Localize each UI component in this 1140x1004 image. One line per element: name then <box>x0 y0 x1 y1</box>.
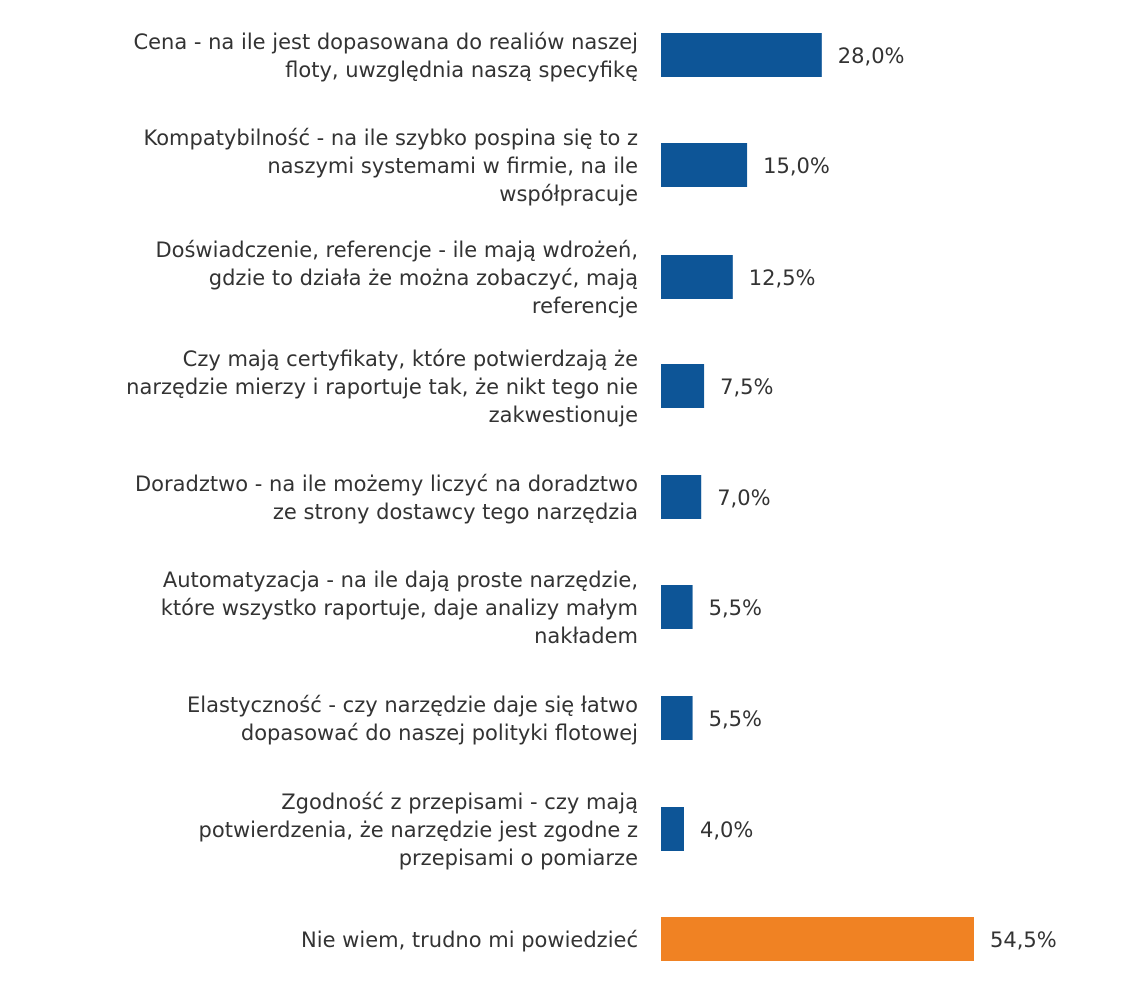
category-label-1: Cena - na ile jest dopasowana do realiów… <box>133 30 638 82</box>
bar-8 <box>661 807 684 851</box>
bar-2 <box>661 143 748 187</box>
category-label-6: Automatyzacja - na ile dają proste narzę… <box>161 568 638 648</box>
bar-9 <box>661 917 974 961</box>
value-label-5: 7,0% <box>717 486 770 510</box>
value-label-2: 15,0% <box>763 154 830 178</box>
value-label-8: 4,0% <box>700 818 753 842</box>
bar-4 <box>661 364 705 408</box>
value-label-1: 28,0% <box>838 44 905 68</box>
value-label-3: 12,5% <box>749 266 816 290</box>
bar-5 <box>661 475 702 519</box>
value-label-6: 5,5% <box>709 596 762 620</box>
category-label-9: Nie wiem, trudno mi powiedzieć <box>301 928 638 952</box>
value-label-7: 5,5% <box>709 707 762 731</box>
category-label-3: Doświadczenie, referencje - ile mają wdr… <box>155 238 638 318</box>
category-label-7: Elastyczność - czy narzędzie daje się ła… <box>187 693 638 745</box>
value-label-9: 54,5% <box>990 928 1057 952</box>
bar-3 <box>661 255 733 299</box>
value-label-4: 7,5% <box>720 375 773 399</box>
bar-6 <box>661 585 693 629</box>
category-label-4: Czy mają certyfikaty, które potwierdzają… <box>126 347 638 427</box>
category-label-8: Zgodność z przepisami - czy mają potwierd… <box>199 790 638 870</box>
bar-7 <box>661 696 693 740</box>
category-label-2: Kompatybilność - na ile szybko pospina s… <box>143 126 638 206</box>
bar-1 <box>661 33 822 77</box>
category-label-5: Doradztwo - na ile możemy liczyć na dora… <box>135 472 638 524</box>
